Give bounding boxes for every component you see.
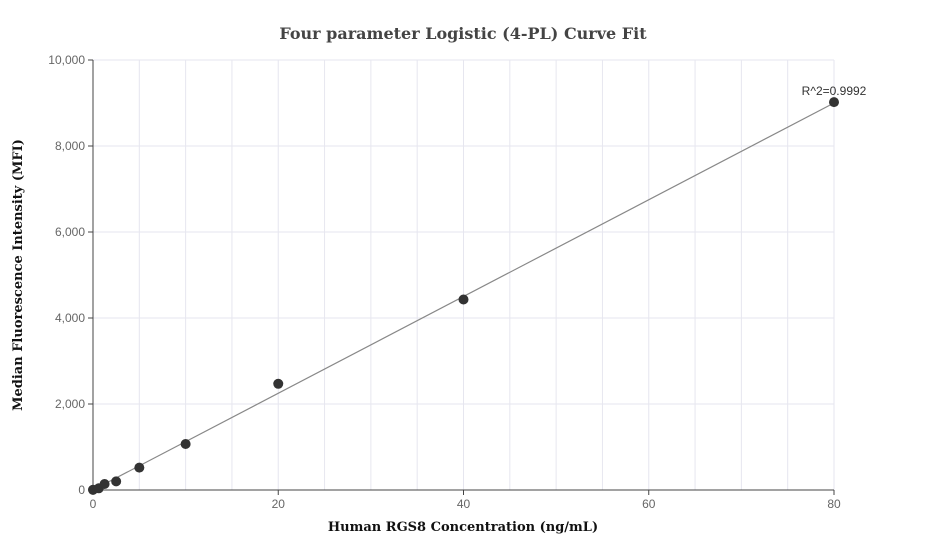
x-axis-label: Human RGS8 Concentration (ng/mL) bbox=[328, 520, 598, 535]
data-point bbox=[134, 462, 145, 473]
data-point bbox=[458, 294, 469, 305]
axes: 0 20 40 60 80 0 2,000 4,000 6,000 8,000 10,000 bbox=[48, 53, 841, 511]
y-tick-label: 4,000 bbox=[55, 311, 85, 325]
chart-title: Four parameter Logistic (4-PL) Curve Fit bbox=[279, 24, 647, 43]
data-point bbox=[180, 438, 191, 449]
data-point bbox=[273, 378, 284, 389]
x-tick-label: 40 bbox=[457, 497, 471, 511]
y-axis-label: Median Fluorescence Intensity (MFI) bbox=[11, 139, 26, 411]
x-tick-label: 20 bbox=[272, 497, 286, 511]
r-squared-annotation: R^2=0.9992 bbox=[802, 84, 867, 98]
y-tick-label: 0 bbox=[78, 483, 85, 497]
x-tick-label: 60 bbox=[642, 497, 656, 511]
y-tick-label: 8,000 bbox=[55, 139, 85, 153]
x-tick-label: 0 bbox=[90, 497, 97, 511]
y-tick-label: 2,000 bbox=[55, 397, 85, 411]
y-tick-label: 6,000 bbox=[55, 225, 85, 239]
data-points bbox=[88, 97, 839, 495]
data-point bbox=[829, 97, 839, 108]
data-point bbox=[99, 478, 110, 489]
y-tick-label: 10,000 bbox=[48, 53, 85, 67]
x-tick-label: 80 bbox=[827, 497, 841, 511]
data-point bbox=[111, 476, 122, 487]
grid bbox=[92, 59, 835, 491]
